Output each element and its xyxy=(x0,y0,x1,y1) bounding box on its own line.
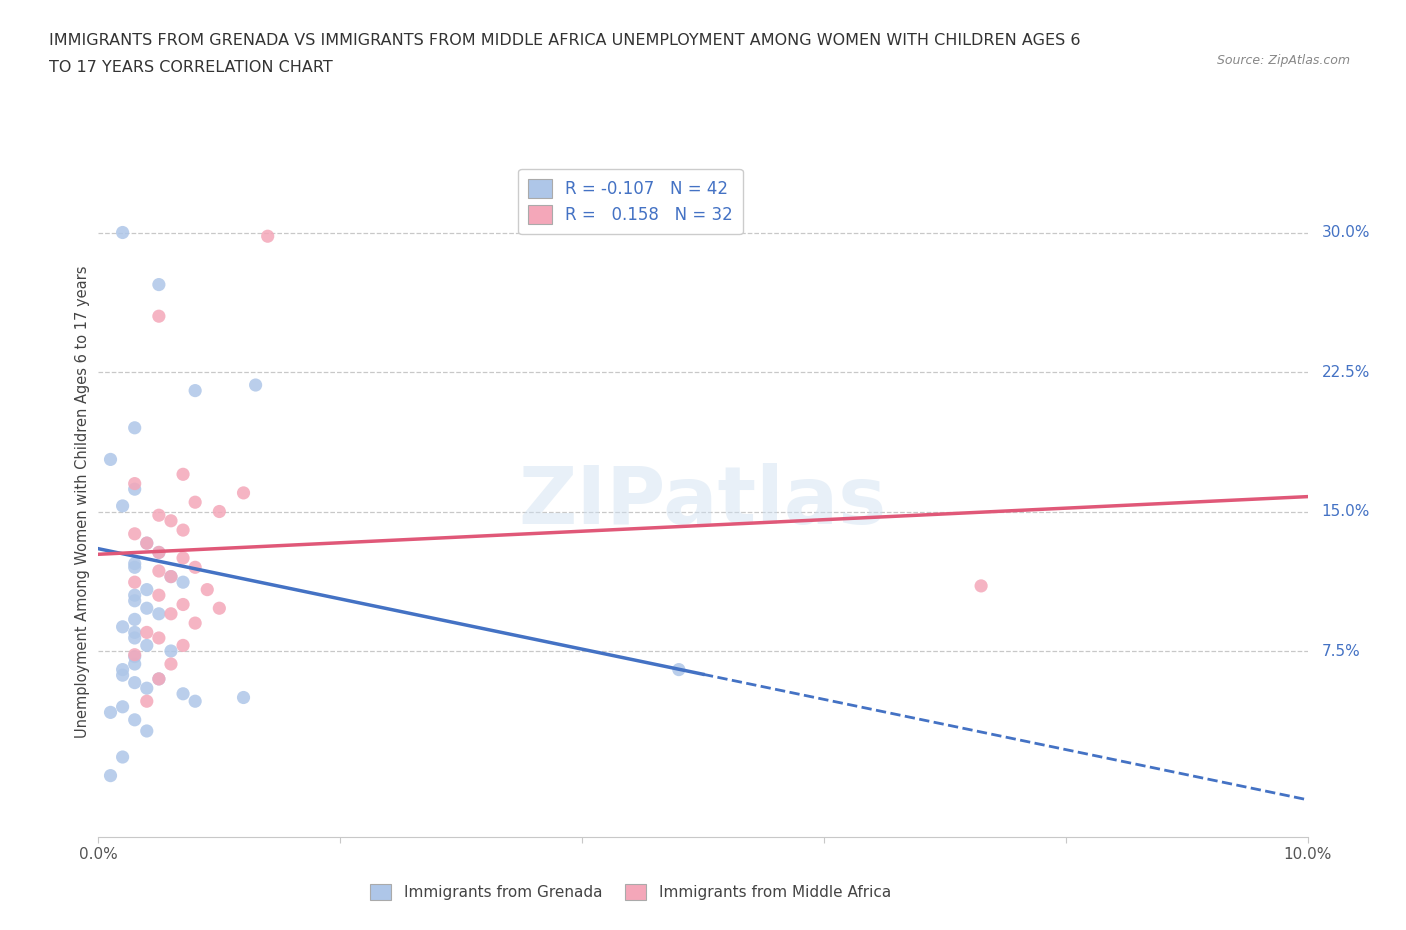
Point xyxy=(124,625,146,640)
Text: Source: ZipAtlas.com: Source: ZipAtlas.com xyxy=(1216,54,1350,67)
Point xyxy=(160,657,183,671)
Point xyxy=(111,668,134,683)
Point xyxy=(256,229,278,244)
Point xyxy=(172,638,194,653)
Point xyxy=(148,564,170,578)
Point xyxy=(111,662,134,677)
Point xyxy=(124,526,146,541)
Point xyxy=(100,768,122,783)
Point xyxy=(184,560,207,575)
Point xyxy=(124,560,146,575)
Point xyxy=(148,545,170,560)
Point xyxy=(135,724,157,738)
Point xyxy=(135,536,157,551)
Point xyxy=(124,420,146,435)
Point xyxy=(124,631,146,645)
Point xyxy=(172,467,194,482)
Point xyxy=(100,705,122,720)
Point xyxy=(184,694,207,709)
Point xyxy=(124,593,146,608)
Point xyxy=(232,485,254,500)
Point xyxy=(124,482,146,497)
Point xyxy=(124,556,146,571)
Point xyxy=(135,694,157,709)
Point xyxy=(148,631,170,645)
Point xyxy=(124,575,146,590)
Point xyxy=(160,569,183,584)
Point xyxy=(111,619,134,634)
Point xyxy=(124,647,146,662)
Point xyxy=(195,582,218,597)
Point xyxy=(160,644,183,658)
Point xyxy=(172,523,194,538)
Point xyxy=(124,657,146,671)
Point xyxy=(160,569,183,584)
Point xyxy=(148,277,170,292)
Point xyxy=(135,601,157,616)
Text: 30.0%: 30.0% xyxy=(1322,225,1369,240)
Point xyxy=(184,495,207,510)
Point xyxy=(148,508,170,523)
Point xyxy=(184,616,207,631)
Y-axis label: Unemployment Among Women with Children Ages 6 to 17 years: Unemployment Among Women with Children A… xyxy=(75,266,90,738)
Text: 15.0%: 15.0% xyxy=(1322,504,1369,519)
Text: ZIPatlas: ZIPatlas xyxy=(519,463,887,541)
Point xyxy=(124,649,146,664)
Legend: Immigrants from Grenada, Immigrants from Middle Africa: Immigrants from Grenada, Immigrants from… xyxy=(364,878,897,907)
Point xyxy=(160,513,183,528)
Point xyxy=(111,699,134,714)
Point xyxy=(172,597,194,612)
Point xyxy=(135,625,157,640)
Point xyxy=(148,671,170,686)
Point xyxy=(135,536,157,551)
Point xyxy=(245,378,267,392)
Point xyxy=(232,690,254,705)
Point xyxy=(100,452,122,467)
Point xyxy=(124,476,146,491)
Point xyxy=(172,686,194,701)
Text: IMMIGRANTS FROM GRENADA VS IMMIGRANTS FROM MIDDLE AFRICA UNEMPLOYMENT AMONG WOME: IMMIGRANTS FROM GRENADA VS IMMIGRANTS FR… xyxy=(49,33,1081,47)
Point xyxy=(172,551,194,565)
Point xyxy=(124,588,146,603)
Point xyxy=(124,675,146,690)
Point xyxy=(111,750,134,764)
Point xyxy=(148,606,170,621)
Point xyxy=(668,662,690,677)
Point xyxy=(135,638,157,653)
Point xyxy=(111,498,134,513)
Text: TO 17 YEARS CORRELATION CHART: TO 17 YEARS CORRELATION CHART xyxy=(49,60,333,75)
Point xyxy=(124,612,146,627)
Point xyxy=(148,671,170,686)
Point xyxy=(184,383,207,398)
Point xyxy=(148,309,170,324)
Point xyxy=(124,712,146,727)
Text: 22.5%: 22.5% xyxy=(1322,365,1369,379)
Text: 7.5%: 7.5% xyxy=(1322,644,1361,658)
Point xyxy=(208,504,231,519)
Point xyxy=(208,601,231,616)
Point xyxy=(135,681,157,696)
Point xyxy=(172,575,194,590)
Point xyxy=(111,225,134,240)
Point xyxy=(970,578,993,593)
Point xyxy=(148,545,170,560)
Point xyxy=(148,588,170,603)
Point xyxy=(135,582,157,597)
Point xyxy=(160,606,183,621)
